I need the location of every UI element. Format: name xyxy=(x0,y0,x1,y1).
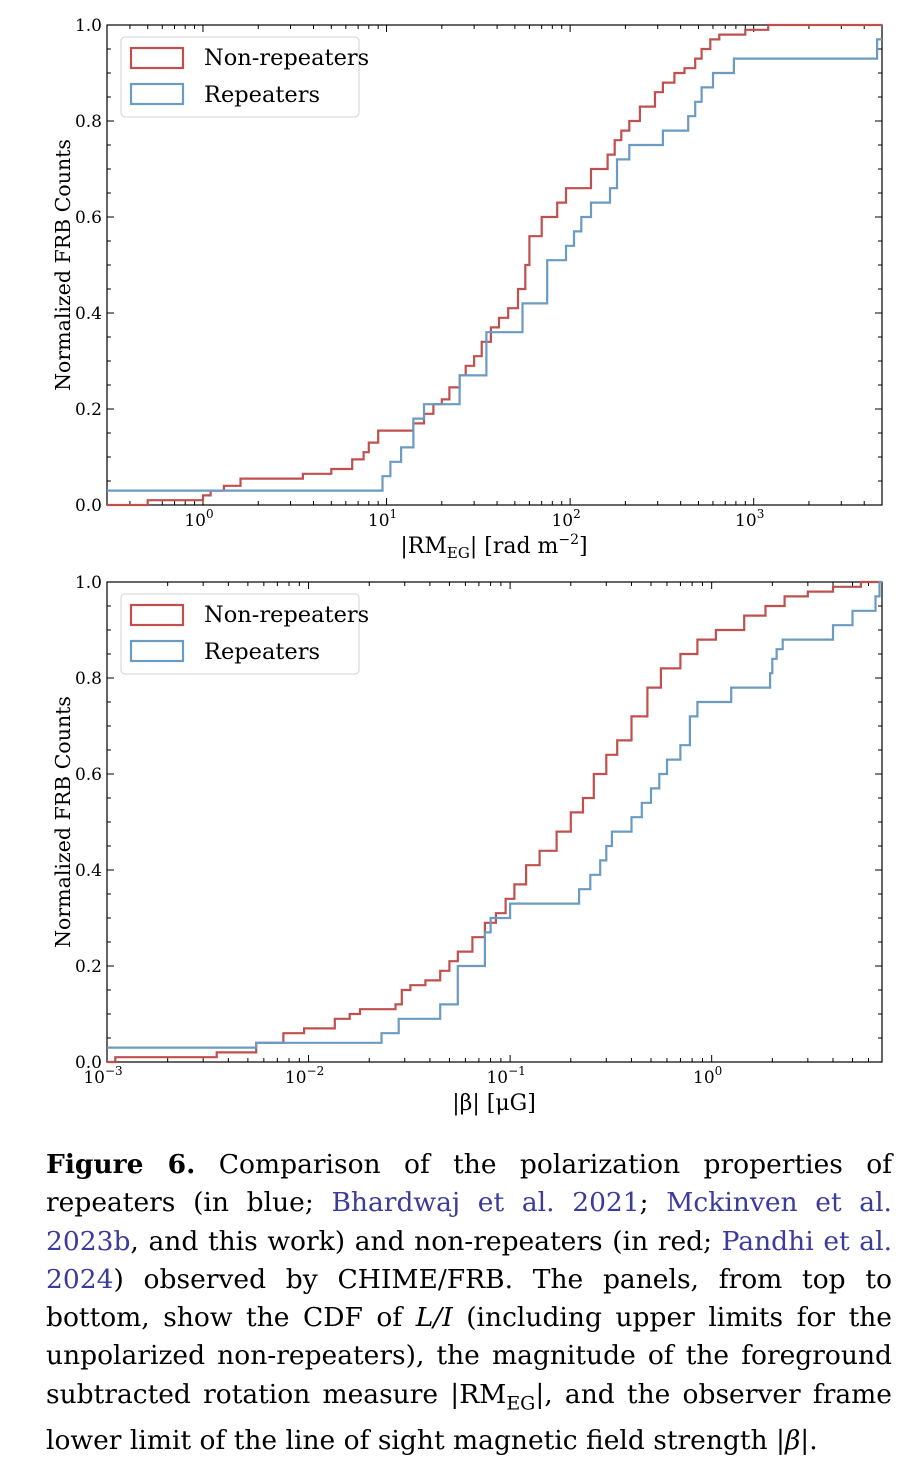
x-tick-label: 100 xyxy=(693,1064,722,1088)
series-group-beta xyxy=(107,580,882,1064)
y-tick-label: 0.8 xyxy=(75,112,102,132)
x-tick-label: 103 xyxy=(735,507,764,531)
legend-label-non-repeaters-beta: Non-repeaters xyxy=(204,602,369,628)
y-axis-label-rm: Normalized FRB Counts xyxy=(51,139,75,391)
y-tick-label: 0.0 xyxy=(75,1053,102,1073)
y-tick-label: 0.0 xyxy=(75,496,102,516)
caption-label: Figure 6. xyxy=(46,1149,196,1180)
x-axis-label-rm: |RMEG| [rad m−2] xyxy=(400,532,587,562)
x-tick-label: 102 xyxy=(551,507,580,531)
caption-text: ) observed by CHIME/FRB. The panels, fro… xyxy=(46,1263,892,1334)
x-tick-label: 100 xyxy=(184,507,213,531)
x-tick-label: 10−1 xyxy=(486,1064,525,1088)
y-axis-label-beta: Normalized FRB Counts xyxy=(51,696,75,948)
legend-swatch-repeaters-rm xyxy=(129,82,185,106)
caption-subscript-eg: EG xyxy=(506,1392,536,1415)
legend-label-repeaters-rm: Repeaters xyxy=(204,82,320,108)
x-tick-label: 10−2 xyxy=(285,1064,324,1088)
y-tick-label: 0.8 xyxy=(75,669,102,689)
y-tick-label: 0.6 xyxy=(75,765,102,785)
legend-rm: Non-repeaters Repeaters xyxy=(120,36,369,118)
legend-beta: Non-repeaters Repeaters xyxy=(120,593,369,675)
legend-box-beta xyxy=(120,593,360,675)
series-line-non-repeaters-rm xyxy=(107,23,882,507)
y-tick-label: 0.2 xyxy=(75,400,102,420)
x-axis-label-beta: |β| [μG] xyxy=(452,1091,536,1116)
y-tick-label: 0.4 xyxy=(75,304,102,324)
series-group-rm xyxy=(107,23,882,507)
x-tick-label: 101 xyxy=(368,507,397,531)
series-line-repeaters-beta xyxy=(107,580,882,1049)
caption-math-beta: β xyxy=(784,1425,801,1457)
caption-text: |, and the observer frame lower limit of… xyxy=(46,1378,892,1457)
legend-swatch-repeaters-beta xyxy=(129,639,185,663)
chart-panel-beta: 0.0 0.2 0.4 0.6 0.8 1.0 10−3 10−2 10−1 100 Non-re… xyxy=(51,573,883,1116)
caption-text: , and this work) and non-repeaters (in r… xyxy=(130,1225,722,1257)
y-tick-label: 1.0 xyxy=(75,573,102,593)
caption-text: (including upper limits for the unpolari… xyxy=(46,1302,892,1410)
legend-box-rm xyxy=(120,36,360,118)
caption-text: Comparison of the polarization propertie… xyxy=(46,1149,893,1219)
figure: 0.0 0.2 0.4 0.6 0.8 1.0 100 101 102 103 Non-repea… xyxy=(51,16,883,1116)
chart-panel-rm: 0.0 0.2 0.4 0.6 0.8 1.0 100 101 102 103 Non-repea… xyxy=(51,16,883,562)
caption-math-l-over-i: L/I xyxy=(415,1302,453,1334)
citation-link-mckinven[interactable]: Mckinven et al. 2023b xyxy=(46,1187,892,1257)
legend-label-repeaters-beta: Repeaters xyxy=(204,639,320,665)
legend-swatch-non-repeaters-beta xyxy=(129,603,185,627)
figure-caption: Figure 6. Comparison of the polarization… xyxy=(46,1146,892,1461)
y-tick-label: 0.6 xyxy=(75,208,102,228)
x-tick-label: 10−3 xyxy=(83,1064,122,1088)
caption-text: |. xyxy=(800,1425,818,1457)
y-tick-label: 1.0 xyxy=(75,16,102,36)
legend-swatch-non-repeaters-rm xyxy=(129,46,185,70)
y-tick-label: 0.2 xyxy=(75,957,102,977)
citation-link-pandhi[interactable]: Pandhi et al. 2024 xyxy=(46,1225,892,1295)
citation-link-bhardwaj[interactable]: Bhardwaj et al. 2021 xyxy=(331,1187,640,1219)
caption-text: ; xyxy=(639,1187,667,1219)
series-line-repeaters-rm xyxy=(107,38,882,492)
series-line-non-repeaters-beta xyxy=(107,580,882,1064)
y-tick-label: 0.4 xyxy=(75,861,102,881)
legend-label-non-repeaters-rm: Non-repeaters xyxy=(204,45,369,71)
